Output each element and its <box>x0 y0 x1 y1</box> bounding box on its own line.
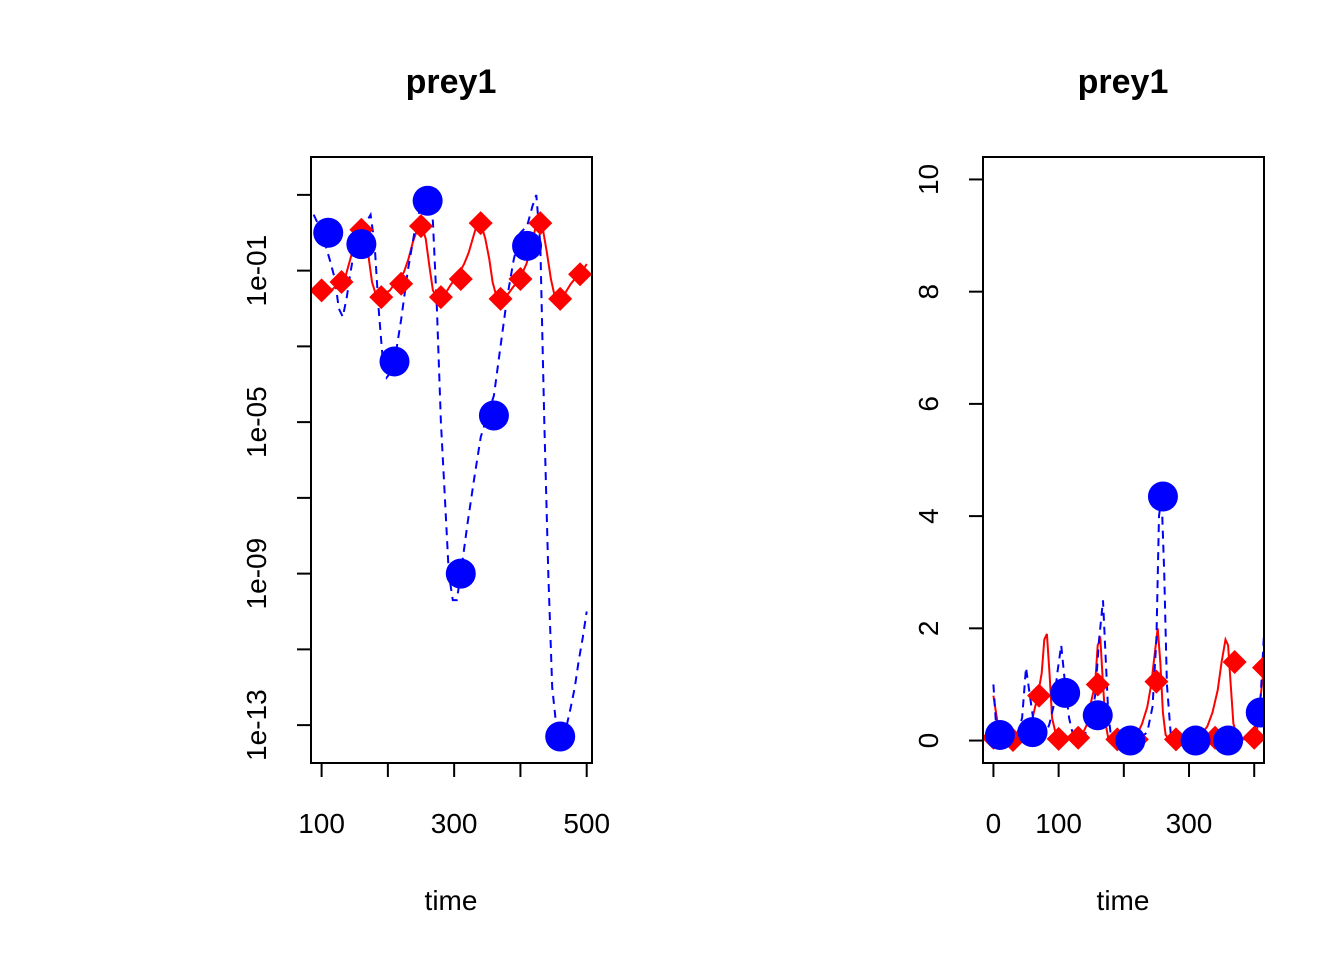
diamond-marker <box>568 262 592 287</box>
x-tick-label: 100 <box>1035 808 1082 839</box>
axes: 100 300 500 1e-01 1e-05 1e-09 1e-13 <box>241 193 610 839</box>
diamond-marker <box>389 271 414 296</box>
circle-marker <box>478 400 509 431</box>
circle-marker <box>313 217 344 248</box>
circle-marker <box>346 229 377 260</box>
circle-marker <box>412 185 443 216</box>
diamond-marker <box>1252 655 1264 680</box>
x-axis-label: time <box>1097 885 1150 916</box>
circle-marker <box>1245 697 1264 728</box>
circle-marker <box>1147 481 1178 512</box>
diamond-marker <box>369 285 394 310</box>
diamond-marker <box>508 267 533 292</box>
diamond-marker <box>1027 683 1052 708</box>
y-tick-label: 4 <box>913 508 944 524</box>
x-tick-label: 100 <box>298 808 345 839</box>
x-tick-label: 300 <box>431 808 478 839</box>
x-tick-label: 0 <box>986 808 1002 839</box>
diamond-marker <box>329 270 354 295</box>
diamond-marker <box>1046 726 1071 751</box>
diamond-marker <box>448 267 473 292</box>
diamond-marker <box>1242 725 1264 750</box>
circle-marker <box>1213 725 1244 756</box>
diamond-marker <box>311 278 334 303</box>
right-panel: prey1 time 0 100 300 0 2 4 6 8 10 <box>913 63 1265 916</box>
y-tick-label: 8 <box>913 284 944 300</box>
y-tick-label: 1e-13 <box>241 689 272 761</box>
diamond-marker <box>548 286 573 311</box>
x-axis-label: time <box>425 885 478 916</box>
x-tick-label: 300 <box>1166 808 1213 839</box>
circle-marker <box>545 721 576 752</box>
circle-marker <box>984 719 1015 750</box>
circle-marker <box>445 558 476 589</box>
circle-marker <box>1115 725 1146 756</box>
circle-marker <box>1082 700 1113 731</box>
diamond-marker <box>1085 672 1110 697</box>
diamond-marker <box>428 285 453 310</box>
diamond-marker <box>528 211 553 236</box>
diamond-marker <box>488 286 513 311</box>
plot-area <box>311 185 592 752</box>
chart-title: prey1 <box>1078 63 1169 101</box>
y-tick-label: 1e-01 <box>241 235 272 307</box>
diamond-marker <box>468 211 493 236</box>
y-tick-label: 2 <box>913 621 944 637</box>
circle-marker <box>379 346 410 377</box>
chart-title: prey1 <box>406 63 497 101</box>
diamond-marker <box>1222 650 1247 674</box>
circle-marker <box>512 230 543 261</box>
diamond-marker <box>409 214 434 239</box>
dashed-series-line <box>992 496 1264 741</box>
circle-marker <box>1180 725 1211 756</box>
circle-marker <box>1017 717 1048 748</box>
axes: 0 100 300 0 2 4 6 8 10 <box>913 164 1256 839</box>
dashed-series-line <box>312 194 588 740</box>
left-panel: prey1 time 100 300 500 1e-01 1e-05 1e-09 1e-13 <box>241 63 610 916</box>
y-tick-label: 1e-05 <box>241 386 272 458</box>
diamond-marker <box>1144 669 1169 694</box>
y-tick-label: 1e-09 <box>241 538 272 610</box>
plot-area <box>983 481 1264 756</box>
x-tick-label: 500 <box>563 808 610 839</box>
y-tick-label: 0 <box>913 733 944 749</box>
y-tick-label: 10 <box>913 164 944 195</box>
circle-marker <box>1050 677 1081 708</box>
y-tick-label: 6 <box>913 396 944 412</box>
diamond-marker <box>1066 725 1091 750</box>
